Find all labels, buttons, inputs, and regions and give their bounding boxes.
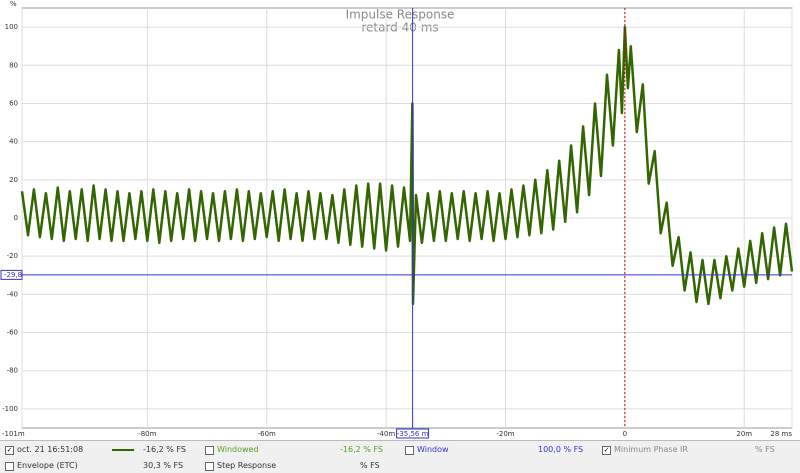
control-label: Window [417,445,449,454]
control-label: Minimum Phase IR [614,445,688,454]
y-tick-label: 20 [9,176,18,184]
checkbox[interactable] [205,462,214,471]
control-panel: ✓ oct. 21 16:51:08 -16,2 % FS Windowed -16,2… [0,440,800,473]
control-label: oct. 21 16:51:08 [17,445,84,454]
cursor-x-label: -35,56 m [397,430,429,438]
y-tick-label: -100 [2,405,18,413]
checkbox[interactable] [405,446,414,455]
x-tick-label: -101m [2,430,25,438]
y-tick-label: 100 [5,23,18,31]
checkbox[interactable] [205,446,214,455]
y-tick-label: 0 [14,214,18,222]
y-axis-label: % [10,0,17,8]
chart-title: Impulse Response [346,8,455,22]
x-tick-label: 20m [736,430,752,438]
x-tick-label: -20m [496,430,514,438]
cursor-y-label: -29,8 [4,271,22,279]
x-tick-label: 0 [623,430,627,438]
control-value: -16,2 % FS [143,445,186,454]
control-value: -16,2 % FS [340,445,383,454]
control-value: 30,3 % FS [143,461,184,470]
checkbox[interactable]: ✓ [5,446,14,455]
y-tick-label: 40 [9,138,18,146]
y-tick-label: -80 [7,367,18,375]
series-swatch [112,449,134,451]
x-tick-label: -80m [138,430,156,438]
x-tick-label: -40m [377,430,395,438]
cursor-y-box [0,269,23,280]
y-tick-label: 60 [9,99,18,107]
checkbox[interactable]: ✓ [602,446,611,455]
cursor-x-box [396,428,430,439]
x-tick-label: -60m [258,430,276,438]
y-tick-label: -40 [7,290,18,298]
checkbox[interactable] [5,462,14,471]
control-label: Step Response [217,461,277,470]
control-value: % FS [360,461,380,470]
control-label: Windowed [217,445,259,454]
y-tick-label: 80 [9,61,18,69]
y-tick-label: -20 [7,252,18,260]
x-tick-label: 28 ms [770,430,792,438]
y-tick-label: -60 [7,329,18,337]
control-value: 100,0 % FS [538,445,584,454]
control-value: % FS [755,445,775,454]
control-label: Envelope (ETC) [17,461,78,470]
chart: Impulse Response retard 40 ms % 10080604… [0,0,794,439]
